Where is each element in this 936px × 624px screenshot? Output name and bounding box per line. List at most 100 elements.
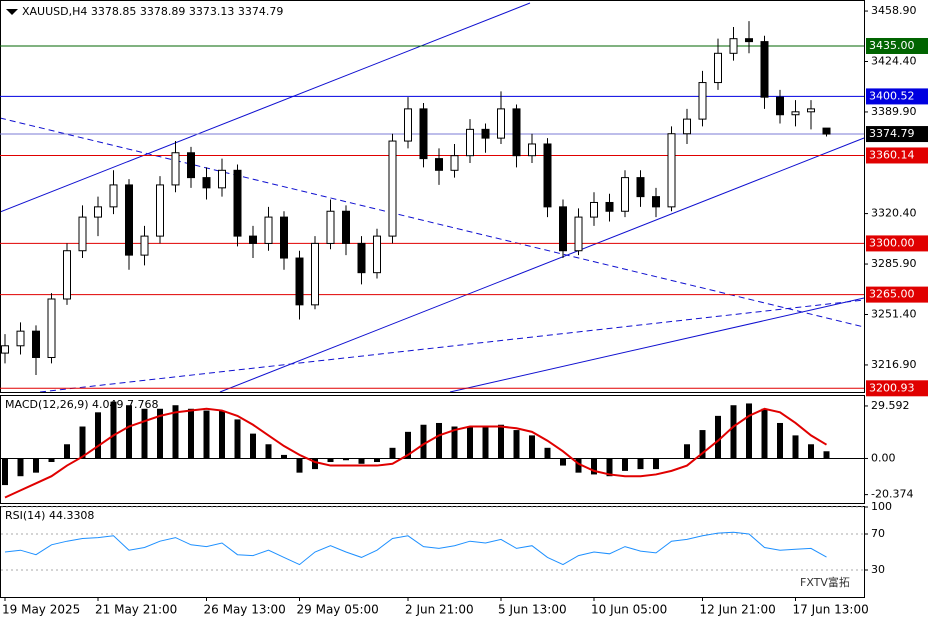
macd-bar bbox=[265, 444, 272, 459]
macd-bar bbox=[575, 458, 582, 473]
pane-title: MACD(12,26,9) 4.049 7.768 bbox=[5, 398, 159, 411]
macd-bar bbox=[172, 405, 179, 459]
rsi-line bbox=[4, 531, 827, 566]
y-tick-label: 70 bbox=[871, 527, 885, 540]
y-tick-label: 3285.90 bbox=[871, 257, 917, 270]
candle-body bbox=[78, 216, 87, 252]
candle-body bbox=[311, 242, 319, 306]
macd-bar bbox=[17, 458, 24, 477]
level-label: 3435.00 bbox=[869, 39, 915, 52]
macd-bar bbox=[79, 426, 86, 459]
macd-bar bbox=[637, 458, 644, 470]
candle-body bbox=[698, 82, 707, 120]
candle-body bbox=[621, 177, 629, 212]
x-tick-label: 21 May 21:00 bbox=[95, 603, 177, 617]
trend-line bbox=[449, 297, 865, 393]
level-label: 3300.00 bbox=[869, 236, 915, 249]
x-tick-label: 19 May 2025 bbox=[2, 603, 80, 617]
trend-line bbox=[0, 2, 531, 213]
macd-bar bbox=[622, 458, 628, 471]
level-tag bbox=[866, 37, 928, 54]
macd-bar bbox=[219, 410, 225, 459]
x-tick-label: 26 May 13:00 bbox=[204, 603, 286, 617]
y-tick-label: 29.592 bbox=[871, 399, 910, 412]
macd-bar bbox=[312, 458, 318, 470]
level-label: 3374.79 bbox=[869, 127, 915, 140]
candle-body bbox=[404, 108, 412, 142]
macd-bar bbox=[188, 408, 194, 459]
candle-body bbox=[373, 235, 381, 274]
level-tag bbox=[866, 286, 928, 303]
macd-bar bbox=[110, 401, 117, 459]
watermark: FXTV富拓 bbox=[800, 575, 850, 589]
candle-body bbox=[109, 184, 118, 208]
macd-bar bbox=[467, 426, 473, 459]
macd-bar bbox=[203, 410, 210, 459]
x-tick-label: 2 Jun 21:00 bbox=[405, 603, 474, 617]
y-tick-label: 3320.40 bbox=[871, 207, 917, 220]
candle-body bbox=[187, 152, 195, 179]
y-tick-label: 3251.40 bbox=[871, 307, 917, 320]
y-tick-label: 3216.90 bbox=[871, 358, 917, 371]
macd-bar bbox=[141, 408, 148, 459]
candle-body bbox=[574, 216, 583, 252]
candle-body bbox=[512, 108, 521, 157]
macd-bar bbox=[684, 444, 690, 459]
macd-bar bbox=[157, 408, 163, 459]
macd-bar bbox=[436, 422, 442, 459]
macd-bar bbox=[715, 415, 721, 459]
candle-body bbox=[233, 169, 242, 237]
macd-bar bbox=[296, 458, 303, 473]
trend-lines bbox=[0, 2, 865, 393]
macd-bar bbox=[374, 458, 380, 463]
macd-bar bbox=[529, 435, 535, 459]
candle-body bbox=[264, 216, 273, 244]
candle-body bbox=[249, 235, 257, 244]
level-label: 3400.52 bbox=[869, 89, 915, 102]
macd-bar bbox=[792, 435, 799, 459]
candle-body bbox=[125, 184, 133, 256]
macd-bar bbox=[544, 447, 551, 459]
macd-bar bbox=[761, 408, 768, 459]
candle-body bbox=[760, 41, 769, 98]
candle-body bbox=[822, 127, 831, 135]
level-label: 3265.00 bbox=[869, 288, 915, 301]
candle-body bbox=[63, 250, 71, 300]
macd-bar bbox=[777, 422, 783, 459]
level-tag bbox=[866, 380, 928, 397]
level-tag bbox=[866, 147, 928, 164]
candle-body bbox=[342, 210, 350, 244]
candle-body bbox=[47, 298, 56, 358]
macd-bar bbox=[591, 458, 597, 475]
macd-bar bbox=[358, 458, 365, 464]
y-tick-label: 100 bbox=[871, 500, 892, 513]
y-tick-label: 30 bbox=[871, 563, 885, 576]
x-tick-label: 12 Jun 21:00 bbox=[700, 603, 776, 617]
candle-body bbox=[543, 143, 552, 208]
macd-bar bbox=[33, 458, 39, 473]
candle-body bbox=[450, 155, 459, 171]
macd-bar bbox=[420, 424, 427, 459]
candle-body bbox=[791, 111, 800, 116]
candle-body bbox=[776, 96, 784, 116]
y-tick-label: 3458.90 bbox=[871, 4, 917, 17]
candle-body bbox=[714, 52, 722, 84]
macd-bar bbox=[343, 458, 349, 461]
candle-body bbox=[94, 206, 102, 218]
candle-body bbox=[667, 133, 676, 208]
macd-bar bbox=[250, 433, 256, 459]
candle-body bbox=[140, 235, 149, 256]
macd-bar bbox=[746, 403, 752, 459]
macd-bar bbox=[95, 412, 101, 459]
macd-bar bbox=[482, 426, 489, 459]
level-label: 3200.93 bbox=[869, 381, 915, 394]
trend-line bbox=[39, 299, 865, 393]
candle-body bbox=[497, 108, 505, 139]
pane-title: RSI(14) 44.3308 bbox=[5, 509, 94, 522]
macd-bar bbox=[808, 444, 814, 459]
x-tick-label: 5 Jun 13:00 bbox=[498, 603, 567, 617]
y-tick-label: 0.00 bbox=[871, 451, 896, 464]
macd-bar bbox=[281, 454, 287, 459]
macd-bar bbox=[451, 426, 458, 459]
